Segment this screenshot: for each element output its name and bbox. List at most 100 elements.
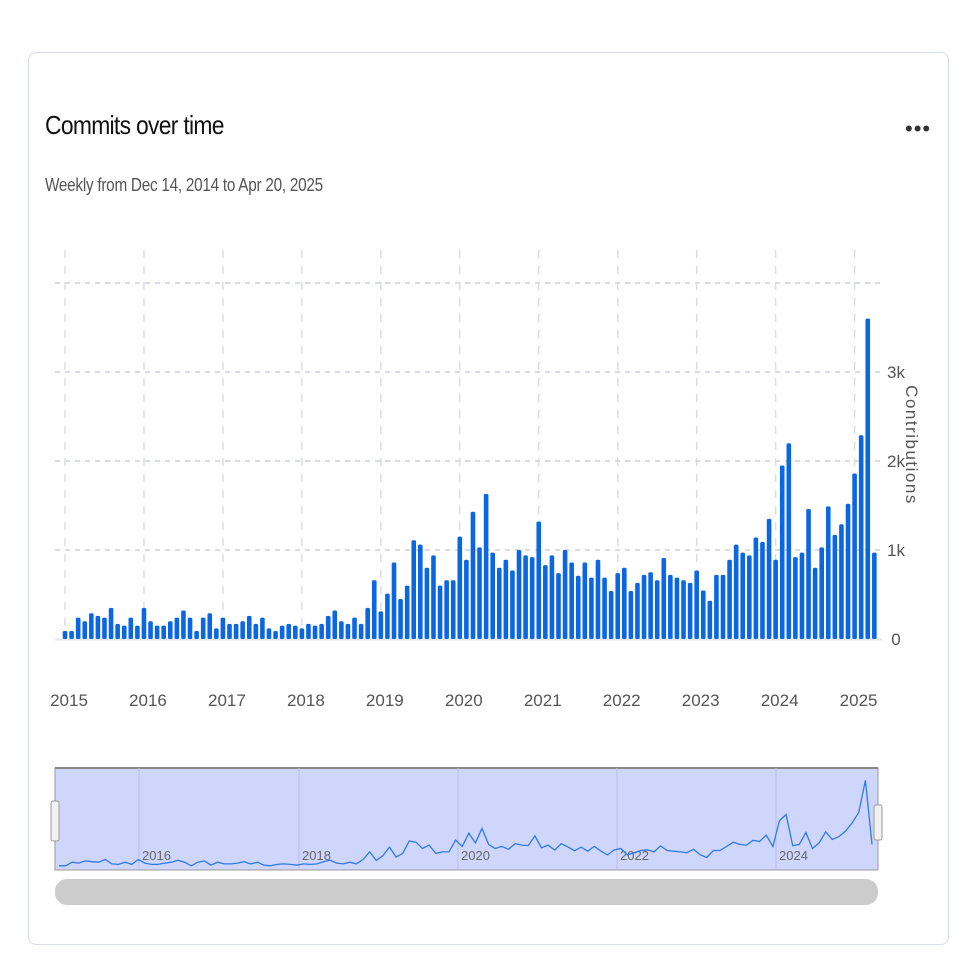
bar[interactable] — [299, 628, 305, 639]
bar[interactable] — [496, 567, 502, 639]
bar[interactable] — [246, 615, 252, 639]
bar[interactable] — [378, 611, 384, 639]
bar[interactable] — [589, 577, 594, 639]
navigator-handle-right[interactable] — [873, 804, 883, 841]
bar[interactable] — [161, 625, 166, 639]
bar[interactable] — [266, 628, 272, 639]
navigator-handle-left[interactable] — [50, 800, 60, 842]
bar[interactable] — [115, 623, 120, 639]
bar[interactable] — [819, 547, 824, 639]
bar[interactable] — [832, 534, 838, 639]
bar[interactable] — [95, 615, 101, 639]
bar[interactable] — [181, 610, 186, 639]
bar[interactable] — [608, 590, 614, 639]
bar[interactable] — [773, 559, 778, 639]
bar[interactable] — [128, 617, 134, 639]
bar[interactable] — [628, 590, 634, 639]
bar[interactable] — [536, 521, 542, 639]
bar[interactable] — [681, 580, 686, 639]
more-horizontal-icon[interactable]: ••• — [905, 116, 932, 141]
bar[interactable] — [812, 567, 818, 639]
bar[interactable] — [194, 630, 199, 639]
bar[interactable] — [207, 613, 213, 639]
bar[interactable] — [418, 544, 423, 639]
bar[interactable] — [845, 503, 851, 639]
bar[interactable] — [747, 555, 752, 639]
bar[interactable] — [319, 623, 324, 639]
bar[interactable] — [431, 555, 436, 639]
bar[interactable] — [668, 574, 673, 639]
bar[interactable] — [148, 621, 153, 639]
bar[interactable] — [398, 598, 403, 639]
bar[interactable] — [339, 621, 344, 639]
bar[interactable] — [674, 577, 680, 639]
bar[interactable] — [404, 585, 410, 639]
bar[interactable] — [635, 582, 640, 639]
bar[interactable] — [470, 511, 476, 639]
bar[interactable] — [753, 537, 759, 639]
bar[interactable] — [260, 617, 265, 639]
bar[interactable] — [799, 552, 805, 639]
bar[interactable] — [200, 617, 206, 639]
bar[interactable] — [641, 574, 647, 639]
bar[interactable] — [740, 552, 746, 639]
bar[interactable] — [700, 590, 706, 639]
bar[interactable] — [543, 565, 548, 639]
bar[interactable] — [694, 570, 699, 639]
bar[interactable] — [464, 559, 469, 639]
bar[interactable] — [516, 550, 522, 639]
bar[interactable] — [174, 617, 180, 639]
bar[interactable] — [345, 623, 351, 639]
bar[interactable] — [286, 623, 292, 639]
navigator-scrollbar[interactable] — [55, 879, 878, 905]
bar[interactable] — [358, 623, 364, 639]
bar[interactable] — [556, 573, 561, 639]
bar[interactable] — [332, 610, 338, 639]
bar[interactable] — [167, 621, 173, 639]
bar[interactable] — [490, 552, 495, 639]
bar[interactable] — [806, 509, 811, 639]
bar[interactable] — [503, 559, 509, 639]
bar[interactable] — [766, 518, 772, 639]
bar[interactable] — [214, 628, 219, 639]
bar[interactable] — [872, 552, 877, 639]
bar[interactable] — [385, 593, 390, 639]
bar[interactable] — [654, 580, 660, 639]
bar[interactable] — [727, 559, 732, 639]
bar[interactable] — [273, 630, 278, 639]
bar[interactable] — [582, 562, 588, 639]
navigator-selection[interactable] — [54, 767, 879, 871]
bar[interactable] — [365, 607, 370, 639]
bar[interactable] — [293, 625, 298, 639]
bar[interactable] — [253, 623, 259, 639]
bar[interactable] — [108, 607, 114, 639]
bar[interactable] — [865, 318, 871, 639]
bar[interactable] — [510, 570, 515, 639]
bar[interactable] — [858, 435, 864, 639]
bar[interactable] — [312, 625, 318, 639]
bar[interactable] — [424, 567, 430, 639]
bar[interactable] — [437, 585, 443, 639]
bar[interactable] — [69, 630, 74, 639]
bar[interactable] — [562, 550, 568, 639]
bar[interactable] — [306, 623, 311, 639]
bar[interactable] — [687, 582, 693, 639]
bar[interactable] — [825, 506, 831, 639]
bar[interactable] — [89, 613, 94, 639]
bar[interactable] — [720, 574, 726, 639]
bar[interactable] — [779, 465, 785, 639]
bar[interactable] — [661, 558, 667, 639]
bar[interactable] — [602, 577, 607, 639]
bar[interactable] — [154, 625, 160, 639]
bar[interactable] — [477, 547, 482, 639]
bar[interactable] — [135, 625, 140, 639]
bar[interactable] — [786, 443, 792, 639]
bar[interactable] — [595, 559, 601, 639]
bar[interactable] — [549, 555, 555, 639]
bar[interactable] — [227, 623, 232, 639]
bar[interactable] — [82, 621, 88, 639]
bar[interactable] — [733, 544, 739, 639]
bar[interactable] — [371, 580, 377, 639]
bar[interactable] — [220, 617, 226, 639]
bar[interactable] — [569, 562, 574, 639]
